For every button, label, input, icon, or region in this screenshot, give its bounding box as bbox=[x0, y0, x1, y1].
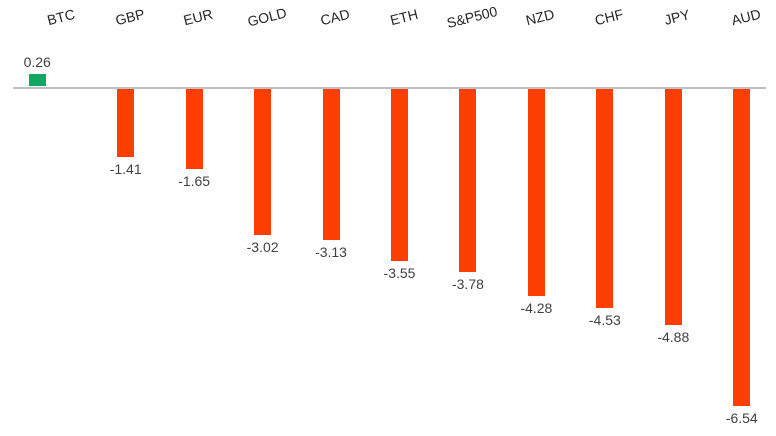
negative-bar bbox=[117, 88, 135, 157]
zero-axis-line bbox=[13, 86, 766, 89]
value-label: -1.41 bbox=[109, 160, 142, 177]
negative-bar bbox=[459, 88, 477, 272]
negative-bar bbox=[254, 88, 272, 235]
value-label: -6.54 bbox=[725, 409, 758, 426]
value-label: -1.65 bbox=[178, 172, 211, 189]
negative-bar bbox=[596, 88, 614, 309]
value-label: -4.88 bbox=[657, 329, 690, 346]
value-label: 0.26 bbox=[23, 53, 51, 70]
negative-bar bbox=[185, 88, 203, 169]
positive-bar bbox=[28, 73, 46, 87]
value-label: -4.53 bbox=[588, 312, 621, 329]
negative-bar bbox=[527, 88, 545, 297]
negative-bar bbox=[733, 88, 751, 406]
value-label: -3.02 bbox=[246, 238, 279, 255]
value-label: -3.78 bbox=[451, 275, 484, 292]
value-label: -3.13 bbox=[315, 244, 347, 261]
value-label: -3.55 bbox=[383, 264, 416, 281]
negative-bar bbox=[664, 88, 682, 326]
negative-bar bbox=[391, 88, 408, 261]
negative-bar bbox=[322, 88, 340, 241]
value-label: -4.28 bbox=[520, 300, 553, 317]
